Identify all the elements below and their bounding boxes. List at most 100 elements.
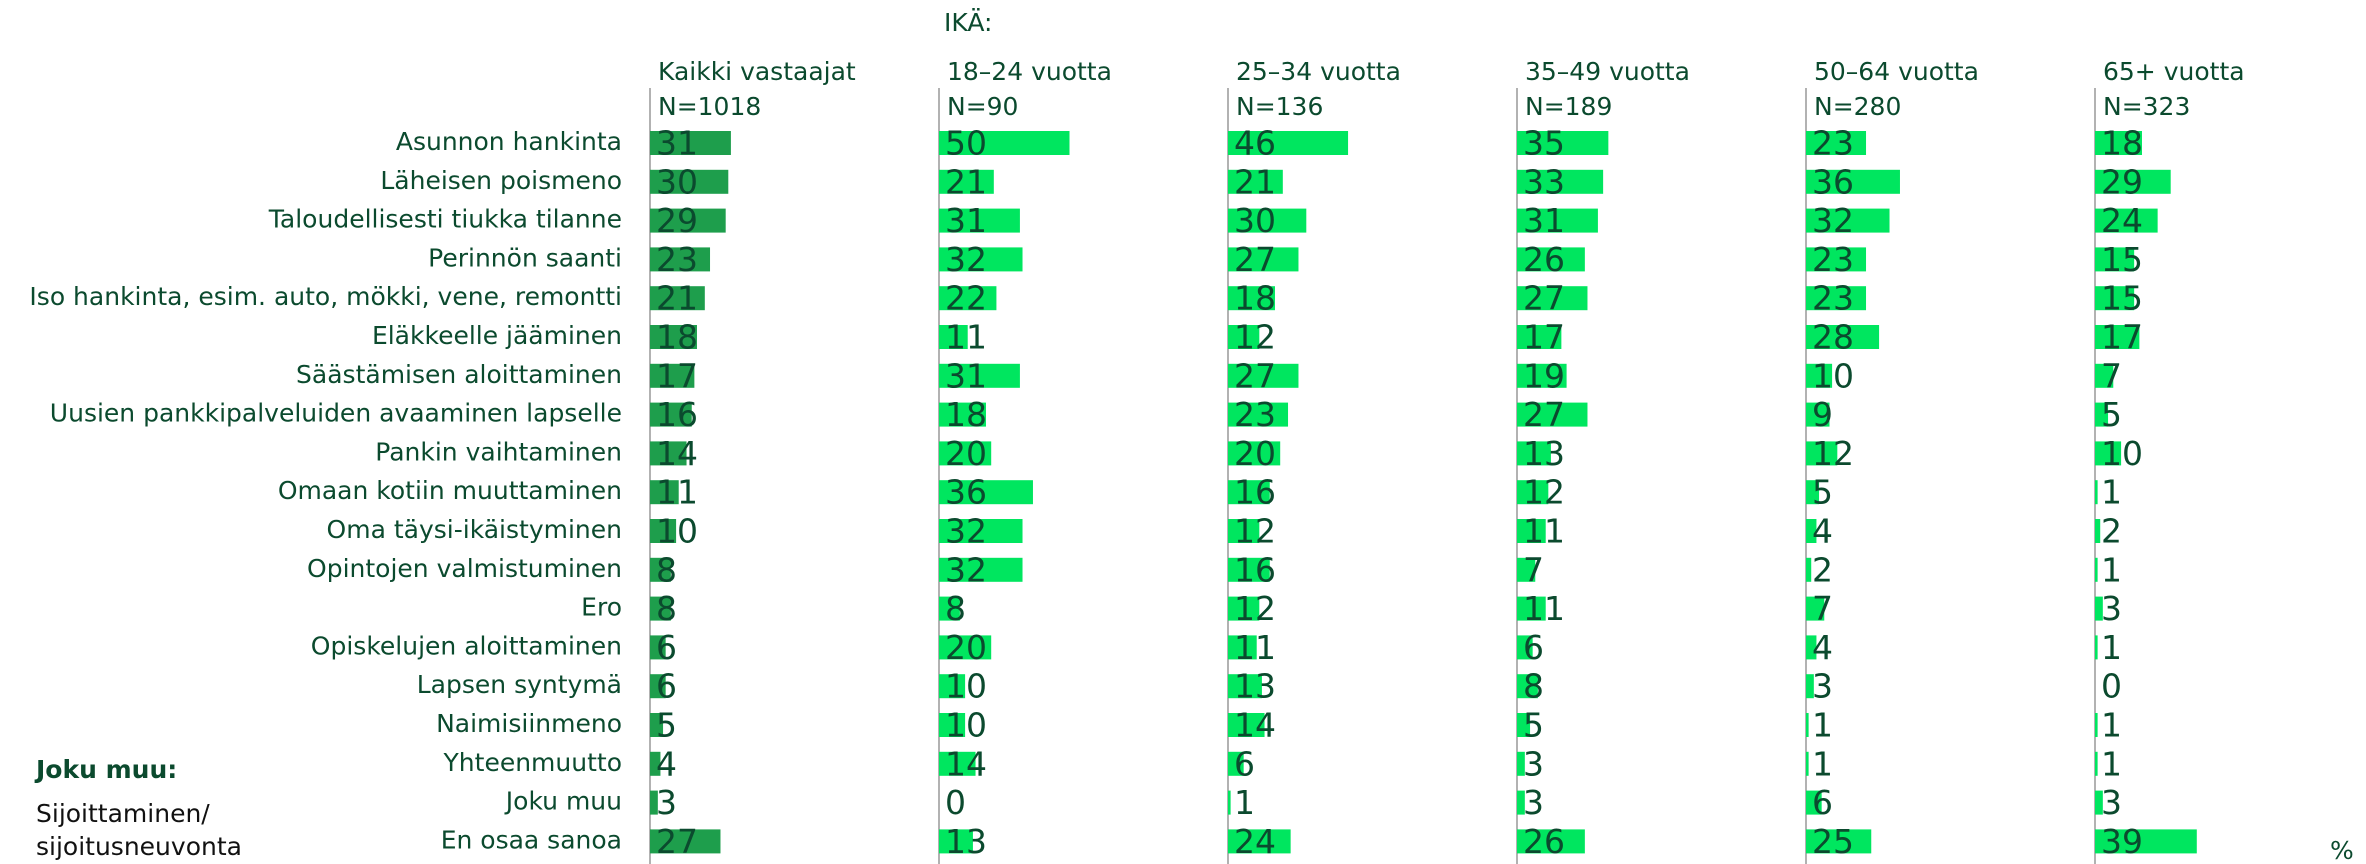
value-label: 33: [1523, 162, 1565, 201]
value-label: 21: [1234, 162, 1276, 201]
value-label: 27: [656, 822, 698, 861]
value-label: 46: [1234, 124, 1276, 163]
bar: [1517, 519, 1546, 543]
series-subtitle: N=1018: [658, 92, 761, 121]
category-label: Pankin vaihtaminen: [375, 437, 622, 466]
bar: [1228, 441, 1281, 466]
bar: [939, 247, 1023, 272]
value-label: 1: [1812, 744, 1833, 783]
category-label: Perinnön saanti: [428, 243, 622, 272]
series-name: Kaikki vastaajat: [658, 57, 856, 86]
bar: [1517, 674, 1538, 699]
bar: [2095, 790, 2103, 815]
category-label: Läheisen poismeno: [380, 166, 622, 195]
value-label: 5: [1523, 706, 1544, 745]
value-label: 6: [1812, 783, 1833, 822]
value-label: 1: [2101, 628, 2122, 667]
value-label: 4: [1812, 628, 1833, 667]
bar: [650, 441, 687, 466]
bar: [1517, 596, 1546, 621]
value-label: 7: [1523, 550, 1544, 589]
value-label: 36: [945, 473, 987, 512]
category-label: Joku muu: [504, 787, 622, 816]
bar: [939, 519, 1023, 543]
bar: [1228, 596, 1260, 621]
bar: [939, 480, 1033, 505]
bar: [1806, 596, 1825, 621]
value-label: 31: [945, 356, 987, 395]
bar: [2095, 635, 2098, 660]
bar: [650, 325, 697, 349]
bar: [1806, 131, 1867, 155]
bar: [1517, 751, 1525, 776]
value-label: 26: [1523, 240, 1565, 279]
bar: [650, 713, 664, 737]
value-label: 8: [656, 589, 677, 628]
series-name: 50–64 vuotta: [1814, 57, 1979, 86]
category-label: Eläkkeelle jääminen: [372, 321, 622, 350]
bar: [1517, 441, 1551, 466]
value-label: 20: [945, 434, 987, 473]
value-label: 26: [1523, 822, 1565, 861]
bar: [939, 325, 968, 349]
category-label: Asunnon hankinta: [396, 127, 622, 156]
value-label: 8: [945, 589, 966, 628]
category-label: Uusien pankkipalveluiden avaaminen lapse…: [50, 399, 622, 428]
bar: [1517, 131, 1609, 155]
value-label: 24: [1234, 822, 1276, 861]
value-label: 1: [1234, 783, 1255, 822]
series-name: 65+ vuotta: [2103, 57, 2245, 86]
value-label: 14: [945, 744, 987, 783]
value-label: 39: [2101, 822, 2143, 861]
value-label: 17: [2101, 318, 2143, 357]
value-label: 15: [2101, 240, 2143, 279]
bar: [2095, 286, 2135, 311]
value-label: 23: [1812, 124, 1854, 163]
bar: [650, 557, 671, 582]
bar: [650, 363, 695, 388]
category-label: Omaan kotiin muuttaminen: [278, 476, 622, 505]
bar: [650, 829, 721, 854]
value-label: 10: [945, 667, 987, 706]
bar: [939, 208, 1020, 233]
value-label: 11: [656, 473, 698, 512]
bar: [1517, 713, 1531, 737]
annotation: Sijoittaminen/: [36, 799, 210, 828]
series-subtitle: N=189: [1525, 92, 1612, 121]
bar: [1228, 208, 1307, 233]
series-subtitle: N=136: [1236, 92, 1323, 121]
value-label: 19: [1523, 356, 1565, 395]
bar: [650, 635, 666, 660]
series-subtitle: N=90: [947, 92, 1018, 121]
bar: [1228, 790, 1231, 815]
bar: [1517, 286, 1588, 311]
value-label: 15: [2101, 279, 2143, 318]
annotation: sijoitusneuvonta: [36, 832, 242, 861]
value-label: 27: [1523, 279, 1565, 318]
bar: [1228, 557, 1270, 582]
bar: [1517, 480, 1549, 505]
value-label: 23: [1812, 279, 1854, 318]
value-label: 18: [1234, 279, 1276, 318]
bar: [650, 402, 692, 427]
bar: [650, 519, 677, 543]
value-label: 29: [2101, 162, 2143, 201]
value-label: 5: [656, 706, 677, 745]
value-label: 21: [656, 279, 698, 318]
value-label: 7: [2101, 356, 2122, 395]
bar: [1517, 790, 1525, 815]
value-label: 36: [1812, 162, 1854, 201]
value-label: 23: [1234, 395, 1276, 434]
value-label: 2: [2101, 512, 2122, 551]
bar: [1806, 208, 1890, 233]
value-label: 20: [1234, 434, 1276, 473]
bar: [1806, 480, 1820, 505]
bar: [1228, 363, 1299, 388]
bar: [650, 208, 726, 233]
bar: [1806, 790, 1822, 815]
value-label: 13: [945, 822, 987, 861]
value-label: 29: [656, 201, 698, 240]
value-label: 30: [1234, 201, 1276, 240]
bar: [1517, 363, 1567, 388]
value-label: 17: [656, 356, 698, 395]
